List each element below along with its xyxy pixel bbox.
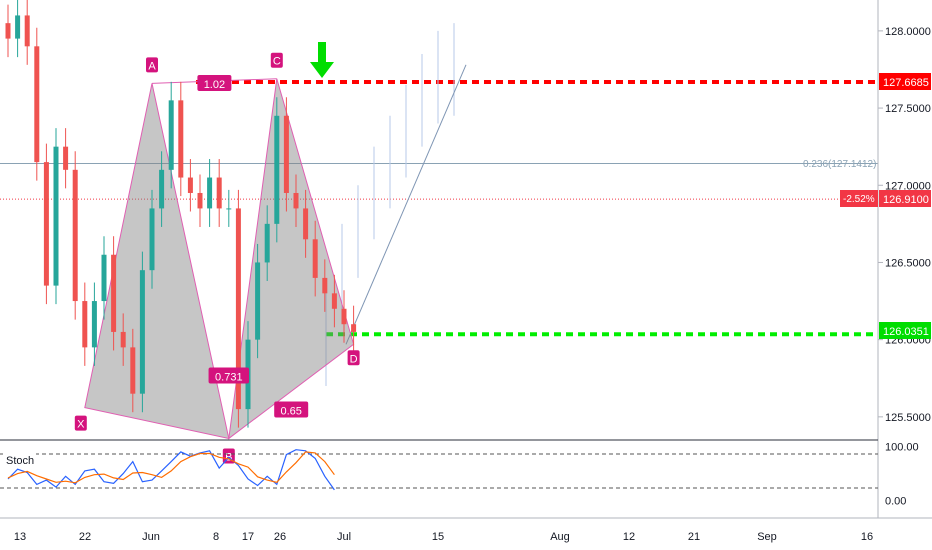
stoch-axis-ticks: 100.00 0.00 [885, 441, 919, 507]
price-change-label: -2.52% [843, 194, 875, 205]
fib-level-label: 0.236(127.1412) [803, 159, 876, 170]
pattern-ratio-box [274, 401, 309, 418]
candle-body [341, 308, 347, 325]
pattern-ratio-box [208, 367, 250, 384]
candle-body [197, 192, 203, 209]
support-price-label: 126.0351 [883, 326, 929, 338]
time-tick-label: 13 [14, 531, 26, 543]
candle-body [351, 324, 357, 332]
candle-body [187, 177, 193, 193]
current-price-tag: -2.52% 126.9100 [840, 190, 931, 207]
pattern-point-box [146, 57, 158, 73]
candle-body [322, 277, 328, 294]
time-tick-label: 16 [861, 531, 873, 543]
candle-body [15, 15, 21, 39]
candle-body [235, 208, 241, 410]
target-price-tag: 127.6685 [879, 73, 931, 90]
candle-body [168, 100, 174, 170]
time-tick-label: 17 [242, 531, 254, 543]
stoch-title: Stoch [6, 455, 34, 467]
candle-body [303, 208, 309, 240]
support-price-tag: 126.0351 [879, 322, 931, 339]
pattern-point-box [270, 52, 283, 68]
pattern-triangle-bcd [228, 78, 355, 440]
stoch-tick-label: 100.00 [885, 441, 919, 453]
stoch-line-d [7, 451, 335, 484]
sell-arrow-icon [310, 42, 334, 78]
pattern-point-label: X [77, 419, 85, 431]
candle-body [111, 254, 117, 332]
target-price-label: 127.6685 [883, 77, 929, 89]
candle-body [130, 347, 136, 394]
price-tick-label: 125.5000 [885, 412, 931, 424]
price-tick-label: 127.5000 [885, 103, 931, 115]
candle-body [34, 46, 40, 163]
stoch-tick-label: 0.00 [885, 496, 906, 508]
time-tick-label: 15 [432, 531, 444, 543]
candle-body [331, 293, 337, 309]
time-tick-label: Aug [550, 531, 570, 543]
pattern-triangle-xab [84, 83, 230, 440]
candle-body [216, 177, 222, 209]
candle-body [274, 115, 280, 224]
stoch-lines [7, 449, 335, 491]
projection-path [345, 64, 467, 345]
candle-body [283, 115, 289, 193]
candle-body [82, 301, 88, 348]
projection-bars [325, 23, 467, 386]
candlesticks [5, 0, 357, 428]
time-tick-label: 26 [274, 531, 286, 543]
time-tick-label: 22 [79, 531, 91, 543]
candle-body [312, 239, 318, 278]
candle-body [255, 262, 261, 340]
candle-body [207, 177, 213, 209]
price-tick-label: 126.5000 [885, 257, 931, 269]
candle-body [120, 331, 126, 348]
candle-body [91, 301, 97, 348]
candle-body [293, 192, 299, 209]
price-tick-label: 128.0000 [885, 26, 931, 38]
pattern-point-box [347, 350, 360, 366]
price-tick-label: 127.0000 [885, 180, 931, 192]
stoch-line-k [7, 449, 335, 491]
pattern-ratio-box [197, 75, 232, 92]
candle-body [178, 100, 184, 178]
candle-body [149, 208, 155, 271]
candle-body [24, 15, 30, 47]
pattern-point-label: C [273, 56, 281, 68]
horizontal-levels [0, 80, 878, 337]
pattern-point-box [74, 415, 87, 431]
time-tick-label: 8 [213, 531, 219, 543]
candle-body [226, 208, 232, 210]
candle-body [101, 254, 107, 302]
candle-body [139, 270, 145, 394]
candle-body [53, 146, 59, 286]
candle-body [5, 23, 11, 39]
time-tick-label: Jun [142, 531, 160, 543]
pattern-ratio-label: 1.02 [204, 79, 225, 91]
candle-body [264, 223, 270, 263]
pattern-ratio-label: 0.731 [215, 371, 243, 383]
candle-body [159, 169, 165, 209]
time-axis-ticks: 13 22 Jun 8 17 26 Jul 15 Aug 12 21 Sep 16 [14, 531, 873, 543]
time-tick-label: 12 [623, 531, 635, 543]
pattern-ratio-label: 0.65 [280, 405, 301, 417]
time-tick-label: Sep [757, 531, 777, 543]
pattern-point-label: A [148, 60, 156, 72]
candle-body [43, 162, 49, 286]
time-tick-label: Jul [337, 531, 351, 543]
candle-body [72, 169, 78, 302]
pattern-point-label: D [350, 353, 358, 365]
candle-body [63, 146, 69, 170]
time-tick-label: 21 [688, 531, 700, 543]
current-price-label: 126.9100 [883, 194, 929, 206]
